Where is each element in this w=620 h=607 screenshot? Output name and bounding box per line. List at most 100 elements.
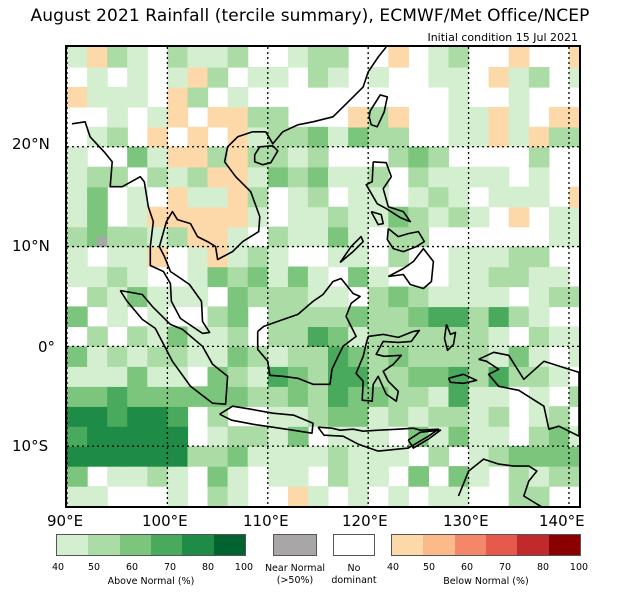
tercile-cell: [107, 266, 128, 288]
tercile-cell: [187, 86, 209, 108]
tercile-cell: [307, 67, 329, 88]
lon-label-120e: 120°E: [342, 512, 388, 530]
tercile-cell: [528, 266, 550, 288]
legend-color-segment: [57, 535, 89, 555]
tercile-cell: [388, 366, 409, 387]
tercile-cell: [67, 186, 88, 208]
tercile-cell: [247, 106, 269, 128]
rainfall-map: [65, 45, 581, 508]
tercile-cell: [207, 206, 229, 228]
tercile-cell: [227, 446, 249, 467]
tercile-cell: [127, 406, 148, 427]
tercile-cell: [508, 466, 530, 487]
tercile-cell: [448, 406, 470, 427]
tercile-cell: [87, 266, 108, 288]
tercile-cell: [87, 486, 108, 506]
tercile-cell: [287, 166, 309, 188]
tercile-cell: [328, 306, 349, 327]
tercile-cell: [247, 126, 269, 148]
tercile-cell: [127, 67, 148, 88]
tercile-cell: [348, 246, 369, 268]
tercile-cell: [147, 106, 168, 128]
tercile-cell: [267, 406, 289, 427]
tercile-cell: [428, 146, 450, 168]
tercile-cell: [569, 346, 579, 367]
legend-above-tick: 70: [163, 562, 177, 573]
tercile-cell: [508, 106, 530, 128]
tercile-cell: [267, 67, 289, 88]
tercile-cell: [388, 406, 409, 427]
tercile-cell: [528, 426, 550, 447]
tercile-cell: [307, 486, 329, 506]
tercile-cell: [167, 386, 189, 407]
tercile-cell: [388, 106, 409, 128]
tercile-cell: [368, 466, 389, 487]
coast-indochina: [71, 121, 261, 335]
tercile-cell: [307, 226, 329, 248]
legend-color-segment: [423, 535, 455, 555]
tercile-cell: [468, 106, 490, 128]
tercile-cell: [267, 326, 289, 347]
tercile-cell: [569, 106, 579, 128]
tercile-cell: [207, 386, 229, 407]
tercile-cell: [287, 206, 309, 228]
tercile-cell: [488, 446, 510, 467]
tercile-cell: [287, 486, 309, 506]
tercile-cell: [388, 286, 409, 308]
tercile-cell: [107, 406, 128, 427]
tercile-cell: [227, 346, 249, 367]
tercile-cell: [147, 326, 168, 347]
tercile-cell: [307, 346, 329, 367]
legend-above-tick: 100: [234, 562, 254, 573]
tercile-cell: [408, 286, 429, 308]
tercile-cell: [267, 226, 289, 248]
tercile-cell: [328, 366, 349, 387]
tercile-cell: [348, 406, 369, 427]
tercile-cell: [328, 206, 349, 228]
tercile-cell: [227, 366, 249, 387]
tercile-cell: [448, 86, 470, 108]
tercile-cell: [388, 306, 409, 327]
tercile-cell: [528, 166, 550, 188]
tercile-cell: [207, 67, 229, 88]
tercile-cell: [488, 346, 510, 367]
tercile-cell: [267, 306, 289, 327]
legend-near-caption-line2: (>50%): [276, 575, 314, 586]
tercile-cell: [408, 186, 429, 208]
legend-below-tick: 70: [498, 562, 512, 573]
tercile-cell: [448, 186, 470, 208]
tercile-cell: [187, 67, 209, 88]
tercile-cell: [548, 326, 570, 347]
tercile-cell: [508, 486, 530, 506]
tercile-cell: [307, 366, 329, 387]
tercile-cell: [368, 286, 389, 308]
tercile-cell: [67, 226, 88, 248]
tercile-cell: [448, 386, 470, 407]
tercile-cell: [187, 346, 209, 367]
tercile-cell: [127, 206, 148, 228]
tercile-cell: [548, 126, 570, 148]
tercile-cell: [548, 406, 570, 427]
tercile-cell: [448, 47, 470, 68]
tercile-cell: [428, 346, 450, 367]
tercile-cell: [328, 166, 349, 188]
tercile-cell: [207, 426, 229, 447]
tercile-cell: [67, 146, 88, 168]
tercile-cell: [528, 346, 550, 367]
tercile-cell: [107, 246, 128, 268]
lat-label-20n: 20°N: [12, 135, 50, 153]
legend-near-caption: Near Normal (>50%): [259, 563, 331, 587]
tercile-cell: [127, 286, 148, 308]
tercile-cell: [167, 47, 189, 68]
tercile-cell: [348, 106, 369, 128]
tercile-cell: [307, 306, 329, 327]
tercile-cell: [87, 406, 108, 427]
legend-no-dominant: No dominant: [331, 534, 377, 604]
legend-above-tick: 40: [51, 562, 65, 573]
tercile-cell: [569, 446, 579, 467]
tercile-cell: [408, 326, 429, 347]
legend-below-tick: 80: [536, 562, 550, 573]
tercile-cell: [87, 126, 108, 148]
tercile-cell: [548, 466, 570, 487]
tercile-cell: [428, 306, 450, 327]
